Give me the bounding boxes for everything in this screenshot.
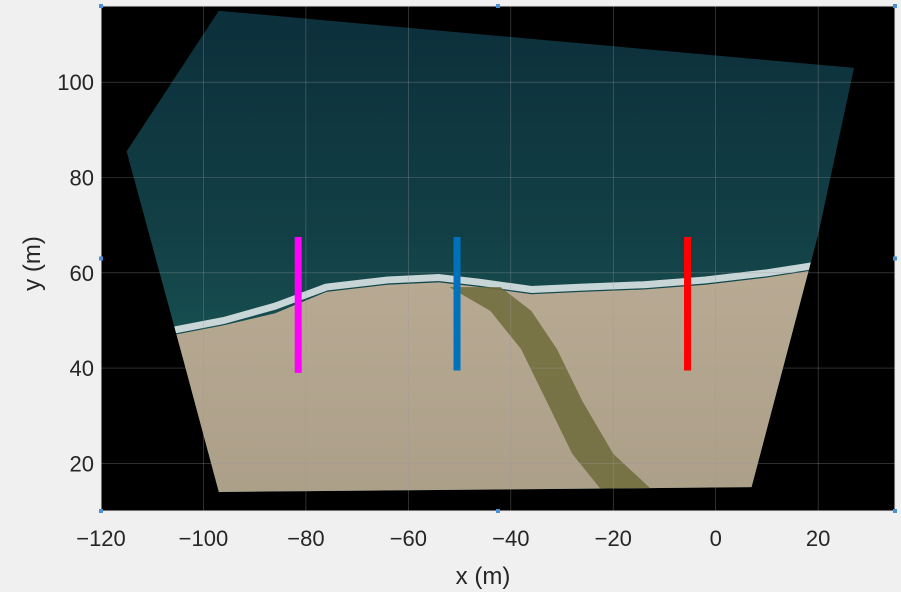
surf-zone [126,255,855,343]
selection-handle[interactable] [496,509,500,513]
x-tick-label: −80 [287,526,324,551]
x-tick-label: −20 [595,526,632,551]
y-tick-label: 80 [70,166,94,191]
grid [101,6,895,511]
x-tick-label: 0 [710,526,722,551]
y-tick-label: 100 [57,70,94,95]
selection-handle[interactable] [893,256,897,261]
y-tick-label: 40 [70,356,94,381]
river-channel [449,287,655,492]
x-tick-labels: −120 −100 −80 −60 −40 −20 0 20 [76,526,830,551]
selection-handles [99,4,897,513]
y-tick-label: 20 [70,451,94,476]
x-tick-label: −40 [492,526,529,551]
x-tick-label: 20 [806,526,830,551]
x-tick-label: −100 [179,526,229,551]
x-tick-label: −120 [76,526,126,551]
y-axis-label: y (m) [19,236,46,291]
transects [294,237,692,373]
x-axis-label: x (m) [456,563,511,590]
axes: −120 −100 −80 −60 −40 −20 0 20 20 40 60 80 100 x (m… [19,4,897,590]
y-tick-label: 60 [70,261,94,286]
selection-handle[interactable] [99,4,103,8]
x-tick-label: −60 [390,526,427,551]
selection-handle[interactable] [99,256,103,261]
selection-handle[interactable] [99,509,103,513]
selection-handle[interactable] [893,4,897,8]
selection-handle[interactable] [496,4,500,8]
y-tick-labels: 20 40 60 80 100 [57,70,94,476]
selection-handle[interactable] [893,509,897,513]
